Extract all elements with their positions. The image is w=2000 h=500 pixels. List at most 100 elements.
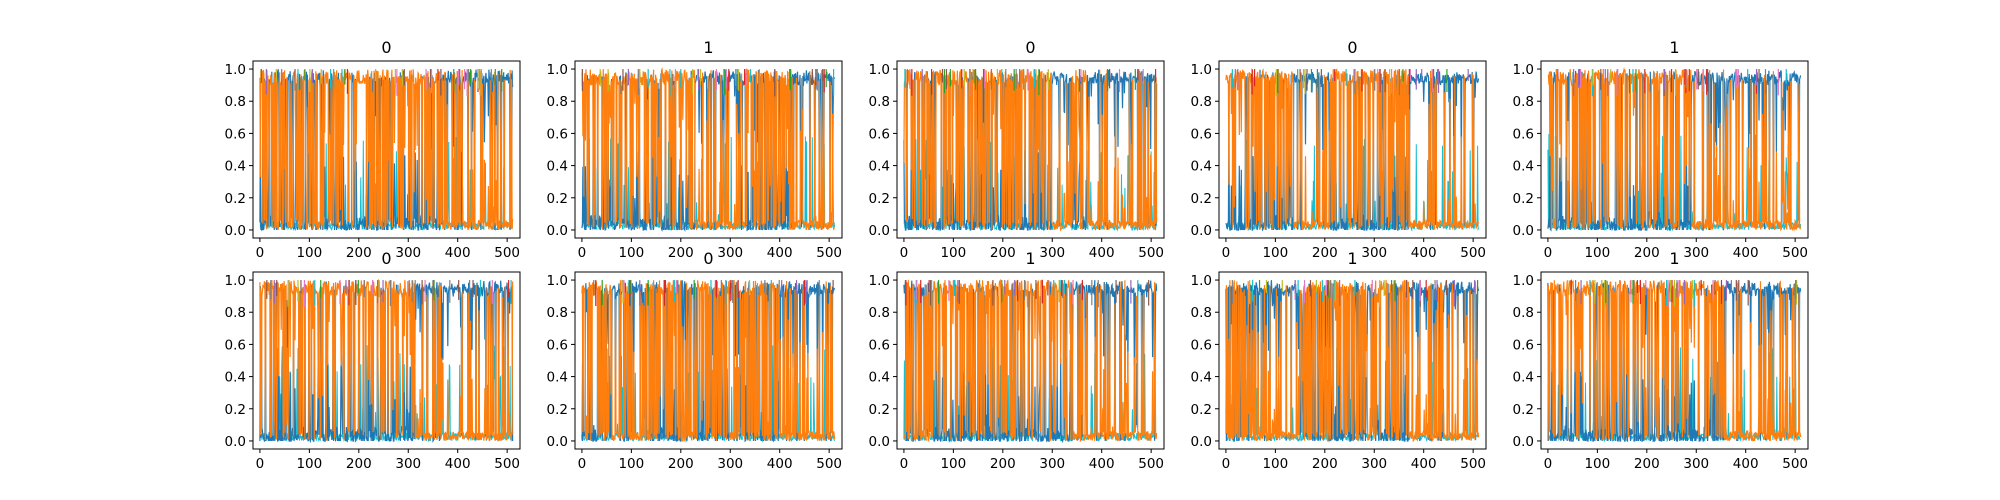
x-tick-label: 400 <box>1733 456 1759 472</box>
x-tick-label: 300 <box>1039 245 1065 261</box>
y-tick-label: 0.4 <box>547 370 568 386</box>
x-tick-label: 200 <box>668 245 694 261</box>
subplot: 1 0 100 200 300 400 500 0.0 0.2 0.4 0.6 0.8 1.0 <box>1191 249 1487 472</box>
x-tick-label: 500 <box>816 245 842 261</box>
x-tick-label: 0 <box>1544 456 1553 472</box>
y-tick-label: 1.0 <box>1191 273 1212 289</box>
x-tick-label: 500 <box>816 456 842 472</box>
axes-frame <box>252 271 521 450</box>
axes-frame <box>896 60 1165 239</box>
x-tick-label: 400 <box>445 456 471 472</box>
axes-frame <box>1218 60 1487 239</box>
x-tick-label: 0 <box>1544 245 1553 261</box>
x-tick-label: 0 <box>1222 456 1231 472</box>
y-tick-label: 0.6 <box>225 337 246 353</box>
x-tick-label: 200 <box>1634 245 1660 261</box>
y-tick-label: 0.2 <box>1191 191 1212 207</box>
x-tick-label: 100 <box>618 245 644 261</box>
y-tick-label: 0.0 <box>225 223 246 239</box>
plot-area <box>1225 67 1480 232</box>
x-tick-label: 400 <box>767 245 793 261</box>
x-tick-label: 200 <box>990 245 1016 261</box>
y-tick-label: 0.0 <box>1191 223 1212 239</box>
x-tick-label: 100 <box>940 245 966 261</box>
x-tick-label: 0 <box>578 456 587 472</box>
subplot: 1 0 100 200 300 400 500 0.0 0.2 0.4 0.6 0.8 1.0 <box>1513 249 1809 472</box>
x-tick-label: 400 <box>767 456 793 472</box>
y-tick-label: 0.0 <box>547 223 568 239</box>
y-tick-label: 1.0 <box>547 62 568 78</box>
x-tick-label: 300 <box>717 245 743 261</box>
series-line-orange <box>581 280 836 443</box>
y-tick-label: 0.2 <box>225 402 246 418</box>
x-tick-label: 0 <box>900 245 909 261</box>
series-line-orange <box>259 69 514 231</box>
x-tick-label: 100 <box>1584 245 1610 261</box>
axes-frame <box>896 271 1165 450</box>
y-tick-label: 1.0 <box>869 273 890 289</box>
axes-frame <box>574 271 843 450</box>
x-tick-label: 400 <box>1733 245 1759 261</box>
x-tick-label: 500 <box>1460 245 1486 261</box>
subplot-title: 0 <box>1025 38 1035 57</box>
subplot-title: 0 <box>1347 38 1357 57</box>
y-tick-label: 0.2 <box>547 402 568 418</box>
x-tick-label: 100 <box>1262 456 1288 472</box>
y-tick-label: 0.4 <box>225 159 246 175</box>
plot-area <box>259 69 514 232</box>
x-tick-label: 0 <box>900 456 909 472</box>
y-tick-label: 0.2 <box>1191 402 1212 418</box>
axes-frame <box>1218 271 1487 450</box>
y-tick-label: 0.4 <box>1513 370 1534 386</box>
y-tick-label: 0.8 <box>547 305 568 321</box>
y-tick-label: 0.8 <box>869 94 890 110</box>
y-tick-label: 0.0 <box>869 434 890 450</box>
y-tick-label: 0.8 <box>1513 305 1534 321</box>
y-tick-label: 0.4 <box>1191 370 1212 386</box>
y-tick-label: 0.6 <box>225 126 246 142</box>
subplot: 1 0 100 200 300 400 500 0.0 0.2 0.4 0.6 0.8 1.0 <box>869 249 1165 472</box>
x-tick-label: 200 <box>346 456 372 472</box>
subplot: 0 0 100 200 300 400 500 0.0 0.2 0.4 0.6 0.8 1.0 <box>547 249 843 472</box>
subplot-title: 0 <box>703 249 713 268</box>
plot-area <box>1547 278 1802 443</box>
y-tick-label: 0.4 <box>547 159 568 175</box>
y-tick-label: 0.4 <box>225 370 246 386</box>
x-tick-label: 200 <box>346 245 372 261</box>
x-tick-label: 300 <box>395 245 421 261</box>
subplot: 0 0 100 200 300 400 500 0.0 0.2 0.4 0.6 0.8 1.0 <box>869 38 1165 261</box>
subplot-title: 0 <box>381 249 391 268</box>
y-tick-label: 0.4 <box>1191 159 1212 175</box>
y-tick-label: 0.2 <box>869 402 890 418</box>
x-tick-label: 400 <box>1089 456 1115 472</box>
y-tick-label: 0.0 <box>869 223 890 239</box>
y-tick-label: 0.6 <box>1191 126 1212 142</box>
y-tick-label: 0.2 <box>869 191 890 207</box>
x-tick-label: 300 <box>395 456 421 472</box>
x-tick-label: 100 <box>296 456 322 472</box>
x-tick-label: 500 <box>1460 456 1486 472</box>
y-tick-label: 1.0 <box>225 62 246 78</box>
subplot-title: 0 <box>381 38 391 57</box>
y-tick-label: 0.0 <box>1513 223 1534 239</box>
y-tick-label: 0.6 <box>1513 337 1534 353</box>
x-tick-label: 200 <box>1634 456 1660 472</box>
y-tick-label: 0.8 <box>869 305 890 321</box>
plot-area <box>1225 279 1480 443</box>
subplot: 1 0 100 200 300 400 500 0.0 0.2 0.4 0.6 0.8 1.0 <box>547 38 843 261</box>
x-tick-label: 400 <box>1411 456 1437 472</box>
y-tick-label: 0.6 <box>547 337 568 353</box>
plot-area <box>903 68 1158 232</box>
x-tick-label: 100 <box>940 456 966 472</box>
y-tick-label: 0.0 <box>547 434 568 450</box>
series-line-orange <box>1225 279 1480 443</box>
x-tick-label: 100 <box>618 456 644 472</box>
y-tick-label: 0.2 <box>225 191 246 207</box>
subplot: 0 0 100 200 300 400 500 0.0 0.2 0.4 0.6 0.8 1.0 <box>225 249 521 472</box>
y-tick-label: 0.0 <box>225 434 246 450</box>
series-line-orange <box>1225 67 1480 231</box>
y-tick-label: 0.6 <box>869 126 890 142</box>
axes-frame <box>1540 271 1809 450</box>
x-tick-label: 300 <box>1361 245 1387 261</box>
